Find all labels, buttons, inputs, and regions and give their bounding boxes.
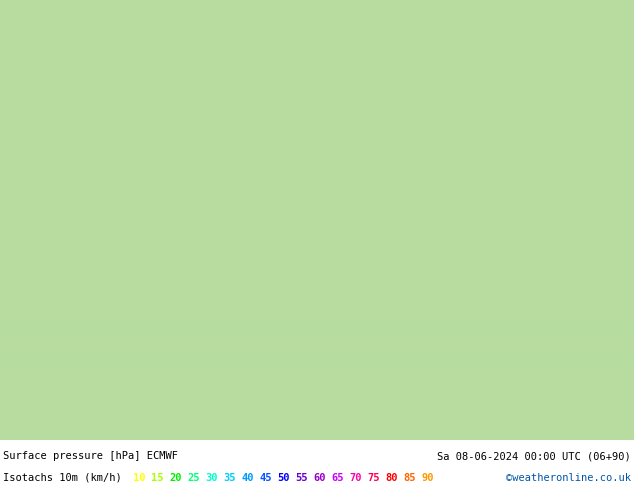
Text: 25: 25 [187, 472, 200, 483]
Text: 90: 90 [421, 472, 434, 483]
Text: Isotachs 10m (km/h): Isotachs 10m (km/h) [3, 472, 122, 483]
Text: 70: 70 [349, 472, 361, 483]
Text: 75: 75 [367, 472, 380, 483]
Text: 10: 10 [133, 472, 145, 483]
Text: Surface pressure [hPa] ECMWF: Surface pressure [hPa] ECMWF [3, 451, 178, 461]
Text: 50: 50 [277, 472, 290, 483]
Text: 85: 85 [403, 472, 415, 483]
Text: 20: 20 [169, 472, 181, 483]
Text: Sa 08-06-2024 00:00 UTC (06+90): Sa 08-06-2024 00:00 UTC (06+90) [437, 451, 631, 461]
Text: 35: 35 [223, 472, 235, 483]
Text: 60: 60 [313, 472, 325, 483]
Text: 15: 15 [151, 472, 164, 483]
Text: 55: 55 [295, 472, 307, 483]
Text: 30: 30 [205, 472, 217, 483]
Text: 40: 40 [241, 472, 254, 483]
Text: 65: 65 [331, 472, 344, 483]
Text: 80: 80 [385, 472, 398, 483]
Text: 45: 45 [259, 472, 271, 483]
Text: ©weatheronline.co.uk: ©weatheronline.co.uk [506, 472, 631, 483]
